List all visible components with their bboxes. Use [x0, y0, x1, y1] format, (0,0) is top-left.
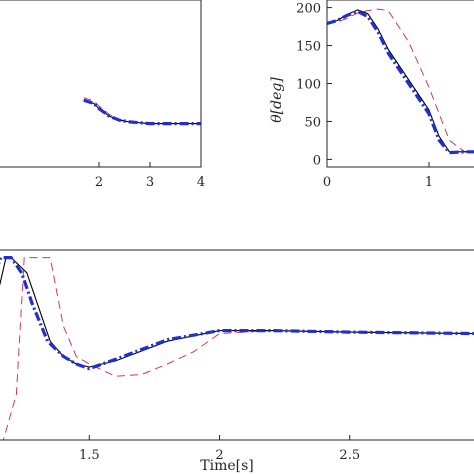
- series-line-dashed: [327, 8, 474, 153]
- axes-box: [0, 0, 202, 168]
- series-line-solid: [327, 9, 474, 153]
- x-tick-label: 2: [215, 448, 223, 463]
- series-line-solid: [0, 257, 474, 368]
- x-tick-label: 0: [323, 175, 331, 190]
- series-line-dashdot: [83, 98, 201, 126]
- y-axis-label: θ[deg]: [269, 77, 285, 123]
- x-tick-label: 3: [146, 175, 154, 190]
- x-axis-label: Time[s]: [200, 458, 253, 474]
- y-tick-label: 50: [304, 115, 321, 130]
- series-line-dashed: [0, 257, 474, 440]
- y-tick-label: 150: [296, 40, 321, 55]
- panel-top-right: 0 1 0 50 100 150 200 θ[deg]: [269, 0, 474, 190]
- x-tick-label: 2.5: [339, 448, 360, 463]
- x-tick-label: 1: [425, 175, 433, 190]
- x-tick-label: 2: [95, 175, 103, 190]
- series-line-dashdot: [327, 9, 474, 155]
- y-tick-label: 100: [296, 78, 321, 93]
- panel-top-left: 2 3 4: [0, 0, 205, 190]
- axes-box: [0, 249, 474, 441]
- y-tick-label: 0: [313, 153, 321, 168]
- x-tick-label: 1.5: [79, 448, 100, 463]
- series-line-dashdot: [0, 256, 474, 371]
- y-tick-label: 200: [296, 2, 321, 17]
- x-tick-label: 4: [197, 175, 205, 190]
